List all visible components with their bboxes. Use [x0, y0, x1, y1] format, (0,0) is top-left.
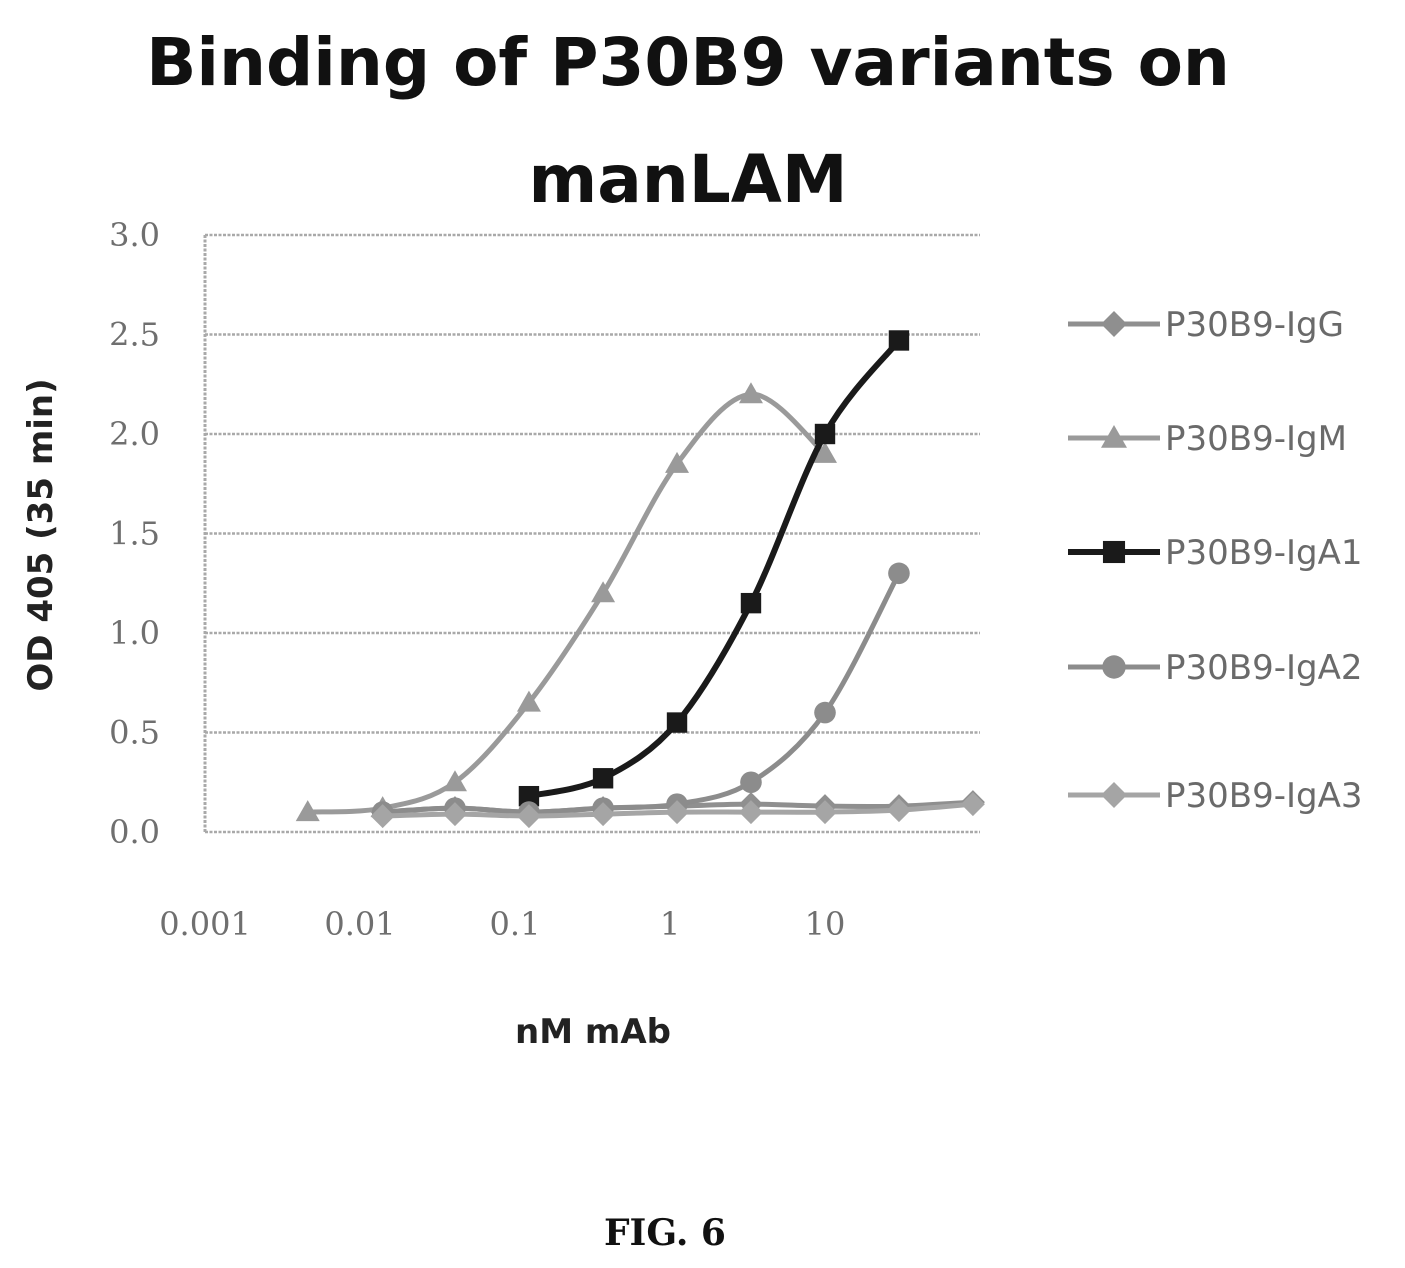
data-point [295, 800, 320, 822]
x-tick-label: 1 [660, 905, 680, 943]
y-tick-label: 3.0 [109, 216, 160, 254]
legend-item: P30B9-IgA2 [1068, 648, 1363, 688]
y-axis-tick-labels: 0.0 0.5 1.0 1.5 2.0 2.5 3.0 [109, 216, 160, 851]
figure-caption: FIG. 6 [604, 1212, 726, 1254]
legend-swatch-marker [1102, 540, 1126, 564]
chart-title-line-1: Binding of P30B9 variants on [146, 24, 1230, 101]
y-tick-label: 1.0 [109, 614, 160, 652]
legend-label: P30B9-IgM [1165, 419, 1347, 459]
y-axis-title: OD 405 (35 min) [21, 378, 61, 691]
data-point [738, 382, 763, 404]
legend-label: P30B9-IgA1 [1165, 533, 1363, 573]
y-tick-label: 1.5 [109, 515, 160, 553]
legend-item: P30B9-IgM [1068, 419, 1347, 459]
data-point [518, 785, 540, 807]
series-p30b9-iga3 [370, 792, 985, 829]
legend-item: P30B9-IgG [1068, 305, 1344, 345]
data-point [591, 581, 616, 603]
data-point [442, 770, 467, 792]
data-point [516, 690, 541, 712]
data-point [960, 792, 985, 817]
legend-label: P30B9-IgA3 [1165, 776, 1363, 816]
data-point [665, 800, 690, 825]
data-point [665, 451, 690, 473]
x-axis-tick-labels: 0.001 0.01 0.1 1 10 [159, 905, 845, 943]
y-tick-label: 0.5 [109, 714, 160, 752]
legend-label: P30B9-IgA2 [1165, 648, 1363, 688]
data-point [370, 804, 395, 829]
legend-swatch-marker [1101, 425, 1127, 448]
y-tick-label: 2.5 [109, 316, 160, 354]
legend-label: P30B9-IgG [1165, 305, 1344, 345]
x-tick-label: 0.001 [159, 905, 251, 943]
data-point [888, 562, 910, 585]
y-tick-label: 2.0 [109, 415, 160, 453]
legend-item: P30B9-IgA1 [1068, 533, 1363, 573]
series-p30b9-iga1 [518, 330, 910, 807]
legend-item: P30B9-IgA3 [1068, 776, 1363, 816]
data-point [740, 771, 762, 794]
data-point [516, 804, 541, 829]
gridlines [203, 233, 980, 834]
data-point [666, 712, 688, 733]
x-tick-label: 0.01 [324, 905, 395, 943]
data-point [888, 330, 910, 351]
y-tick-label: 0.0 [109, 813, 160, 851]
data-point [592, 768, 614, 789]
data-point [813, 441, 837, 463]
data-point [740, 592, 762, 614]
data-point [814, 423, 836, 445]
series-line [525, 337, 902, 800]
data-point [886, 798, 911, 823]
data-point [591, 802, 616, 827]
chart-title-line-2: manLAM [528, 141, 847, 218]
legend-swatch-marker [1101, 311, 1127, 337]
data-point [813, 800, 837, 825]
x-tick-label: 10 [805, 905, 846, 943]
data-point [738, 800, 763, 825]
legend-swatch-marker [1101, 782, 1127, 808]
x-axis-title: nM mAb [515, 1012, 671, 1052]
data-point [442, 802, 467, 827]
data-point [814, 701, 836, 724]
legend-swatch-marker [1102, 655, 1126, 679]
x-tick-label: 0.1 [490, 905, 541, 943]
legend: P30B9-IgG P30B9-IgM P30B9-IgA1 P30B9-IgA2 P3… [1068, 305, 1363, 816]
series-lines [295, 330, 985, 829]
